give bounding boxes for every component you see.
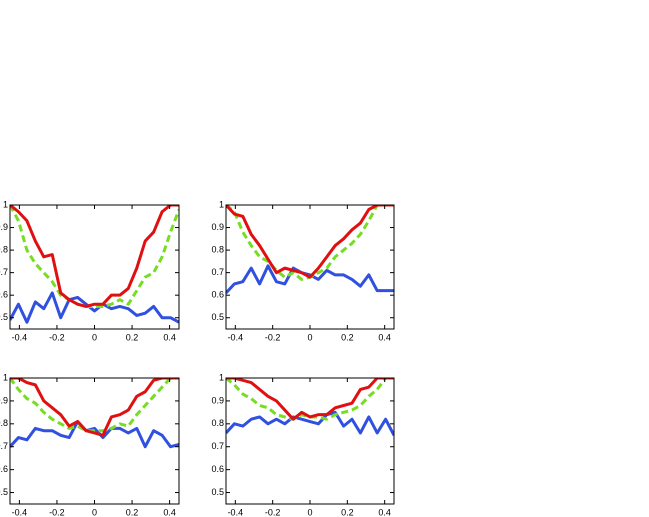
y-tick-label: 0.7 bbox=[0, 441, 8, 451]
y-tick-label: 0.9 bbox=[0, 395, 8, 405]
x-tick-label: -0.4 bbox=[12, 332, 28, 342]
x-tick-label: 0 bbox=[307, 507, 312, 517]
y-tick-label: 0.6 bbox=[0, 290, 8, 300]
x-tick-label: 0.4 bbox=[163, 507, 176, 517]
line-series bbox=[10, 378, 179, 433]
line-series bbox=[10, 205, 179, 308]
x-tick-label: -0.2 bbox=[265, 332, 281, 342]
x-tick-label: 0.2 bbox=[126, 507, 139, 517]
y-tick-label: 0.7 bbox=[211, 267, 224, 277]
line-series bbox=[10, 291, 179, 324]
x-tick-label: -0.2 bbox=[49, 332, 65, 342]
x-tick-label: -0.4 bbox=[228, 507, 244, 517]
y-tick-label: 0.8 bbox=[0, 244, 8, 254]
line-series bbox=[226, 205, 394, 279]
y-tick-label: 1 bbox=[219, 372, 224, 382]
line-series bbox=[226, 264, 394, 294]
line-series bbox=[10, 205, 179, 308]
line-series bbox=[226, 378, 394, 421]
y-tick-label: 0.8 bbox=[211, 244, 224, 254]
x-tick-label: -0.2 bbox=[49, 507, 65, 517]
line-series bbox=[226, 410, 394, 436]
y-tick-label: 0.9 bbox=[0, 222, 8, 232]
y-tick-label: 0.9 bbox=[211, 395, 224, 405]
x-tick-label: 0.4 bbox=[378, 507, 391, 517]
y-tick-label: 0.9 bbox=[211, 222, 224, 232]
axes-box bbox=[225, 377, 395, 505]
x-tick-label: 0 bbox=[307, 332, 312, 342]
y-tick-label: 0.8 bbox=[211, 418, 224, 428]
y-tick-label: 0.8 bbox=[0, 418, 8, 428]
y-tick-label: 0.5 bbox=[0, 312, 8, 322]
y-tick-label: 0.5 bbox=[0, 487, 8, 497]
x-tick-label: -0.4 bbox=[12, 507, 28, 517]
line-series bbox=[10, 420, 179, 449]
y-tick-label: 0.6 bbox=[0, 464, 8, 474]
y-tick-label: 0.7 bbox=[0, 267, 8, 277]
x-tick-label: 0.2 bbox=[341, 507, 354, 517]
y-tick-label: 1 bbox=[3, 199, 8, 209]
y-tick-label: 1 bbox=[3, 372, 8, 382]
line-series bbox=[10, 378, 179, 437]
x-tick-label: 0.4 bbox=[163, 332, 176, 342]
x-tick-label: 0.2 bbox=[341, 332, 354, 342]
x-tick-label: 0 bbox=[92, 332, 97, 342]
y-tick-label: 0.5 bbox=[211, 487, 224, 497]
y-tick-label: 1 bbox=[219, 199, 224, 209]
x-tick-label: -0.2 bbox=[265, 507, 281, 517]
y-tick-label: 0.5 bbox=[211, 312, 224, 322]
x-tick-label: -0.4 bbox=[228, 332, 244, 342]
x-tick-label: 0.2 bbox=[126, 332, 139, 342]
y-tick-label: 0.7 bbox=[211, 441, 224, 451]
y-tick-label: 0.6 bbox=[211, 464, 224, 474]
line-series bbox=[226, 378, 394, 421]
y-tick-label: 0.6 bbox=[211, 290, 224, 300]
x-tick-label: 0.4 bbox=[378, 332, 391, 342]
x-tick-label: 0 bbox=[92, 507, 97, 517]
